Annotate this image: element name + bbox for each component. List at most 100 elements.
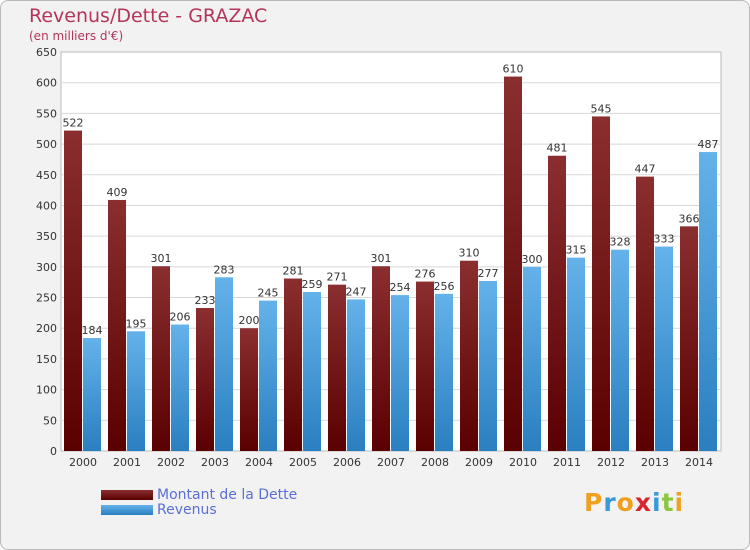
data-label: 481: [547, 142, 568, 155]
y-tick-label: 350: [36, 230, 57, 243]
data-label: 259: [302, 278, 323, 291]
data-label: 610: [503, 63, 524, 76]
bar-revenus: [435, 293, 453, 451]
y-tick-label: 50: [43, 414, 57, 427]
bar-revenus: [391, 295, 409, 451]
bar-revenus: [655, 246, 673, 451]
bar-revenus: [699, 152, 717, 451]
legend-swatch-dette: [101, 490, 153, 500]
data-label: 277: [478, 267, 499, 280]
data-label: 300: [522, 253, 543, 266]
y-tick-label: 650: [36, 46, 57, 59]
y-tick-label: 0: [50, 445, 57, 458]
x-tick-label: 2010: [509, 456, 537, 469]
logo-letter: t: [661, 488, 675, 517]
y-tick-label: 300: [36, 261, 57, 274]
proxiti-logo: Proxiti: [584, 488, 684, 517]
bar-dette: [592, 116, 610, 451]
y-tick-label: 550: [36, 107, 57, 120]
x-axis: 2000 2001 2002 2003 2004 2005 2006 2007 2008 2009…: [69, 456, 713, 469]
data-label: 233: [195, 294, 216, 307]
data-label: 328: [610, 236, 631, 249]
chart-title: Revenus/Dette - GRAZAC: [29, 5, 268, 27]
y-tick-label: 500: [36, 138, 57, 151]
bar-revenus: [127, 331, 145, 451]
bar-dette: [108, 199, 126, 451]
y-axis: 0 50 100 150 200 250 300 350 400 450 500 550 600 650: [36, 46, 57, 458]
legend-label-dette: Montant de la Dette: [157, 487, 298, 503]
data-label: 333: [654, 233, 675, 246]
logo-letter: i: [674, 488, 685, 517]
data-labels: 5221844091953012062332832002452812592712…: [63, 63, 719, 337]
x-tick-label: 2000: [69, 456, 97, 469]
bar-dette: [240, 328, 258, 451]
bar-dette: [636, 176, 654, 451]
bar-dette: [680, 226, 698, 451]
data-label: 409: [107, 186, 128, 199]
data-label: 301: [371, 252, 392, 265]
legend-item-dette: Montant de la Dette: [101, 487, 298, 503]
logo-letter: x: [634, 488, 652, 517]
x-tick-label: 2001: [113, 456, 141, 469]
y-tick-label: 600: [36, 77, 57, 90]
x-tick-label: 2004: [245, 456, 273, 469]
x-tick-label: 2006: [333, 456, 361, 469]
data-label: 447: [635, 163, 656, 176]
bar-dette: [196, 307, 214, 451]
y-tick-label: 150: [36, 353, 57, 366]
logo-letter: o: [616, 488, 635, 517]
x-tick-label: 2009: [465, 456, 493, 469]
y-tick-label: 400: [36, 199, 57, 212]
legend-label-revenus: Revenus: [157, 502, 217, 518]
bar-revenus: [215, 277, 233, 451]
logo-letter: i: [652, 488, 662, 517]
bar-dette: [152, 266, 170, 451]
x-tick-label: 2013: [641, 456, 669, 469]
x-tick-label: 2008: [421, 456, 449, 469]
bar-dette: [284, 278, 302, 451]
data-label: 522: [63, 117, 84, 130]
x-tick-label: 2002: [157, 456, 185, 469]
data-label: 315: [566, 244, 587, 257]
x-tick-label: 2003: [201, 456, 229, 469]
data-label: 281: [283, 265, 304, 278]
data-label: 276: [415, 268, 436, 281]
data-label: 256: [434, 280, 455, 293]
x-tick-label: 2012: [597, 456, 625, 469]
data-label: 487: [698, 138, 719, 151]
data-label: 545: [591, 102, 612, 115]
data-label: 283: [214, 263, 235, 276]
bar-dette: [504, 76, 522, 452]
x-tick-label: 2005: [289, 456, 317, 469]
data-label: 245: [258, 287, 279, 300]
legend-item-revenus: Revenus: [101, 502, 217, 518]
bar-dette: [64, 130, 82, 451]
data-label: 195: [126, 317, 147, 330]
y-tick-label: 450: [36, 169, 57, 182]
data-label: 301: [151, 252, 172, 265]
bar-dette: [372, 266, 390, 451]
bars: [64, 76, 717, 452]
chart-subtitle: (en milliers d'€): [29, 29, 124, 43]
y-tick-label: 100: [36, 384, 57, 397]
y-tick-label: 250: [36, 292, 57, 305]
data-label: 200: [239, 314, 260, 327]
data-label: 254: [390, 281, 411, 294]
logo-letter: r: [603, 488, 617, 517]
x-tick-label: 2014: [685, 456, 713, 469]
bar-revenus: [171, 324, 189, 451]
bar-revenus: [479, 280, 497, 451]
bar-revenus: [303, 292, 321, 451]
data-label: 247: [346, 285, 367, 298]
data-label: 366: [679, 212, 700, 225]
x-tick-label: 2011: [553, 456, 581, 469]
data-label: 271: [327, 271, 348, 284]
bar-revenus: [567, 257, 585, 451]
y-tick-label: 200: [36, 322, 57, 335]
logo-letter: P: [584, 488, 604, 517]
data-label: 184: [82, 324, 103, 337]
bar-revenus: [347, 299, 365, 451]
data-label: 310: [459, 247, 480, 260]
